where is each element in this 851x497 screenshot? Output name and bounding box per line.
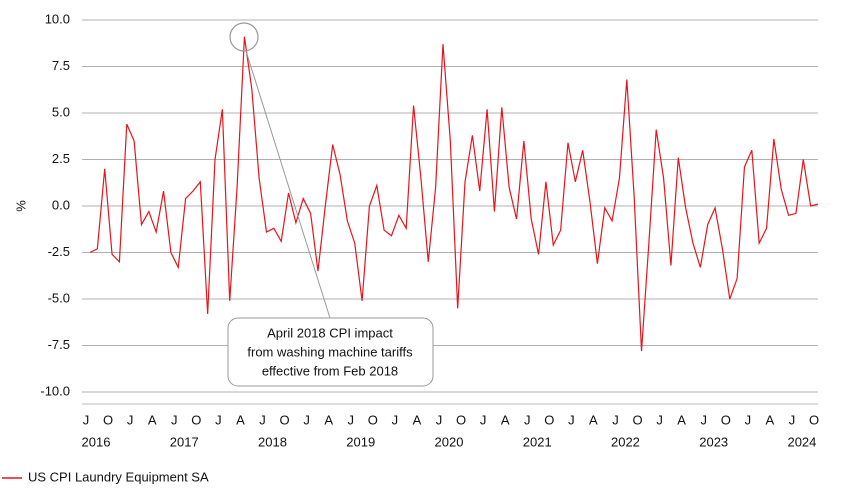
x-tick-label: J <box>436 412 443 427</box>
y-tick-label: 0.0 <box>52 197 70 212</box>
x-year-label: 2019 <box>346 434 375 449</box>
x-year-label: 2017 <box>170 434 199 449</box>
x-year-label: 2020 <box>435 434 464 449</box>
x-tick-label: A <box>148 412 157 427</box>
x-tick-label: A <box>324 412 333 427</box>
annotation-text: effective from Feb 2018 <box>262 363 398 378</box>
x-tick-label: O <box>456 412 466 427</box>
y-tick-label: 10.0 <box>45 11 70 26</box>
x-tick-label: J <box>745 412 752 427</box>
y-tick-label: -2.5 <box>48 244 70 259</box>
x-year-label: 2024 <box>787 434 816 449</box>
x-year-label: 2022 <box>611 434 640 449</box>
x-year-label: 2023 <box>699 434 728 449</box>
x-tick-label: J <box>215 412 222 427</box>
x-tick-label: J <box>789 412 796 427</box>
x-year-label: 2016 <box>82 434 111 449</box>
x-tick-label: A <box>413 412 422 427</box>
x-tick-label: J <box>480 412 487 427</box>
x-tick-label: O <box>544 412 554 427</box>
x-tick-label: J <box>656 412 663 427</box>
y-tick-label: -5.0 <box>48 290 70 305</box>
x-tick-label: A <box>236 412 245 427</box>
x-tick-label: O <box>809 412 819 427</box>
x-tick-label: A <box>589 412 598 427</box>
data-line <box>89 36 819 352</box>
x-tick-label: J <box>171 412 178 427</box>
x-year-label: 2021 <box>523 434 552 449</box>
x-tick-label: J <box>700 412 707 427</box>
x-tick-label: J <box>392 412 399 427</box>
x-tick-label: J <box>83 412 90 427</box>
y-tick-label: 2.5 <box>52 151 70 166</box>
x-tick-label: O <box>368 412 378 427</box>
x-tick-label: J <box>347 412 354 427</box>
x-tick-label: J <box>524 412 531 427</box>
x-tick-label: O <box>103 412 113 427</box>
annotation-connector <box>245 50 331 319</box>
x-tick-label: O <box>632 412 642 427</box>
x-tick-label: J <box>568 412 575 427</box>
annotation-circle <box>229 22 259 52</box>
x-tick-label: O <box>279 412 289 427</box>
x-tick-label: O <box>191 412 201 427</box>
y-tick-label: 5.0 <box>52 104 70 119</box>
x-tick-label: J <box>259 412 266 427</box>
y-tick-label: -10.0 <box>40 383 70 398</box>
annotation-box <box>227 317 434 387</box>
x-tick-label: O <box>721 412 731 427</box>
annotation-text: April 2018 CPI impact <box>267 325 393 340</box>
x-tick-label: A <box>677 412 686 427</box>
x-tick-label: A <box>501 412 510 427</box>
annotation-text: from washing machine tariffs <box>247 344 413 359</box>
x-tick-label: J <box>612 412 619 427</box>
y-tick-label: 7.5 <box>52 58 70 73</box>
x-tick-label: J <box>303 412 310 427</box>
x-year-label: 2018 <box>258 434 287 449</box>
y-axis-label: % <box>13 200 28 212</box>
legend-label: US CPI Laundry Equipment SA <box>28 469 209 484</box>
x-tick-label: J <box>127 412 134 427</box>
y-tick-label: -7.5 <box>48 337 70 352</box>
x-tick-label: A <box>766 412 775 427</box>
